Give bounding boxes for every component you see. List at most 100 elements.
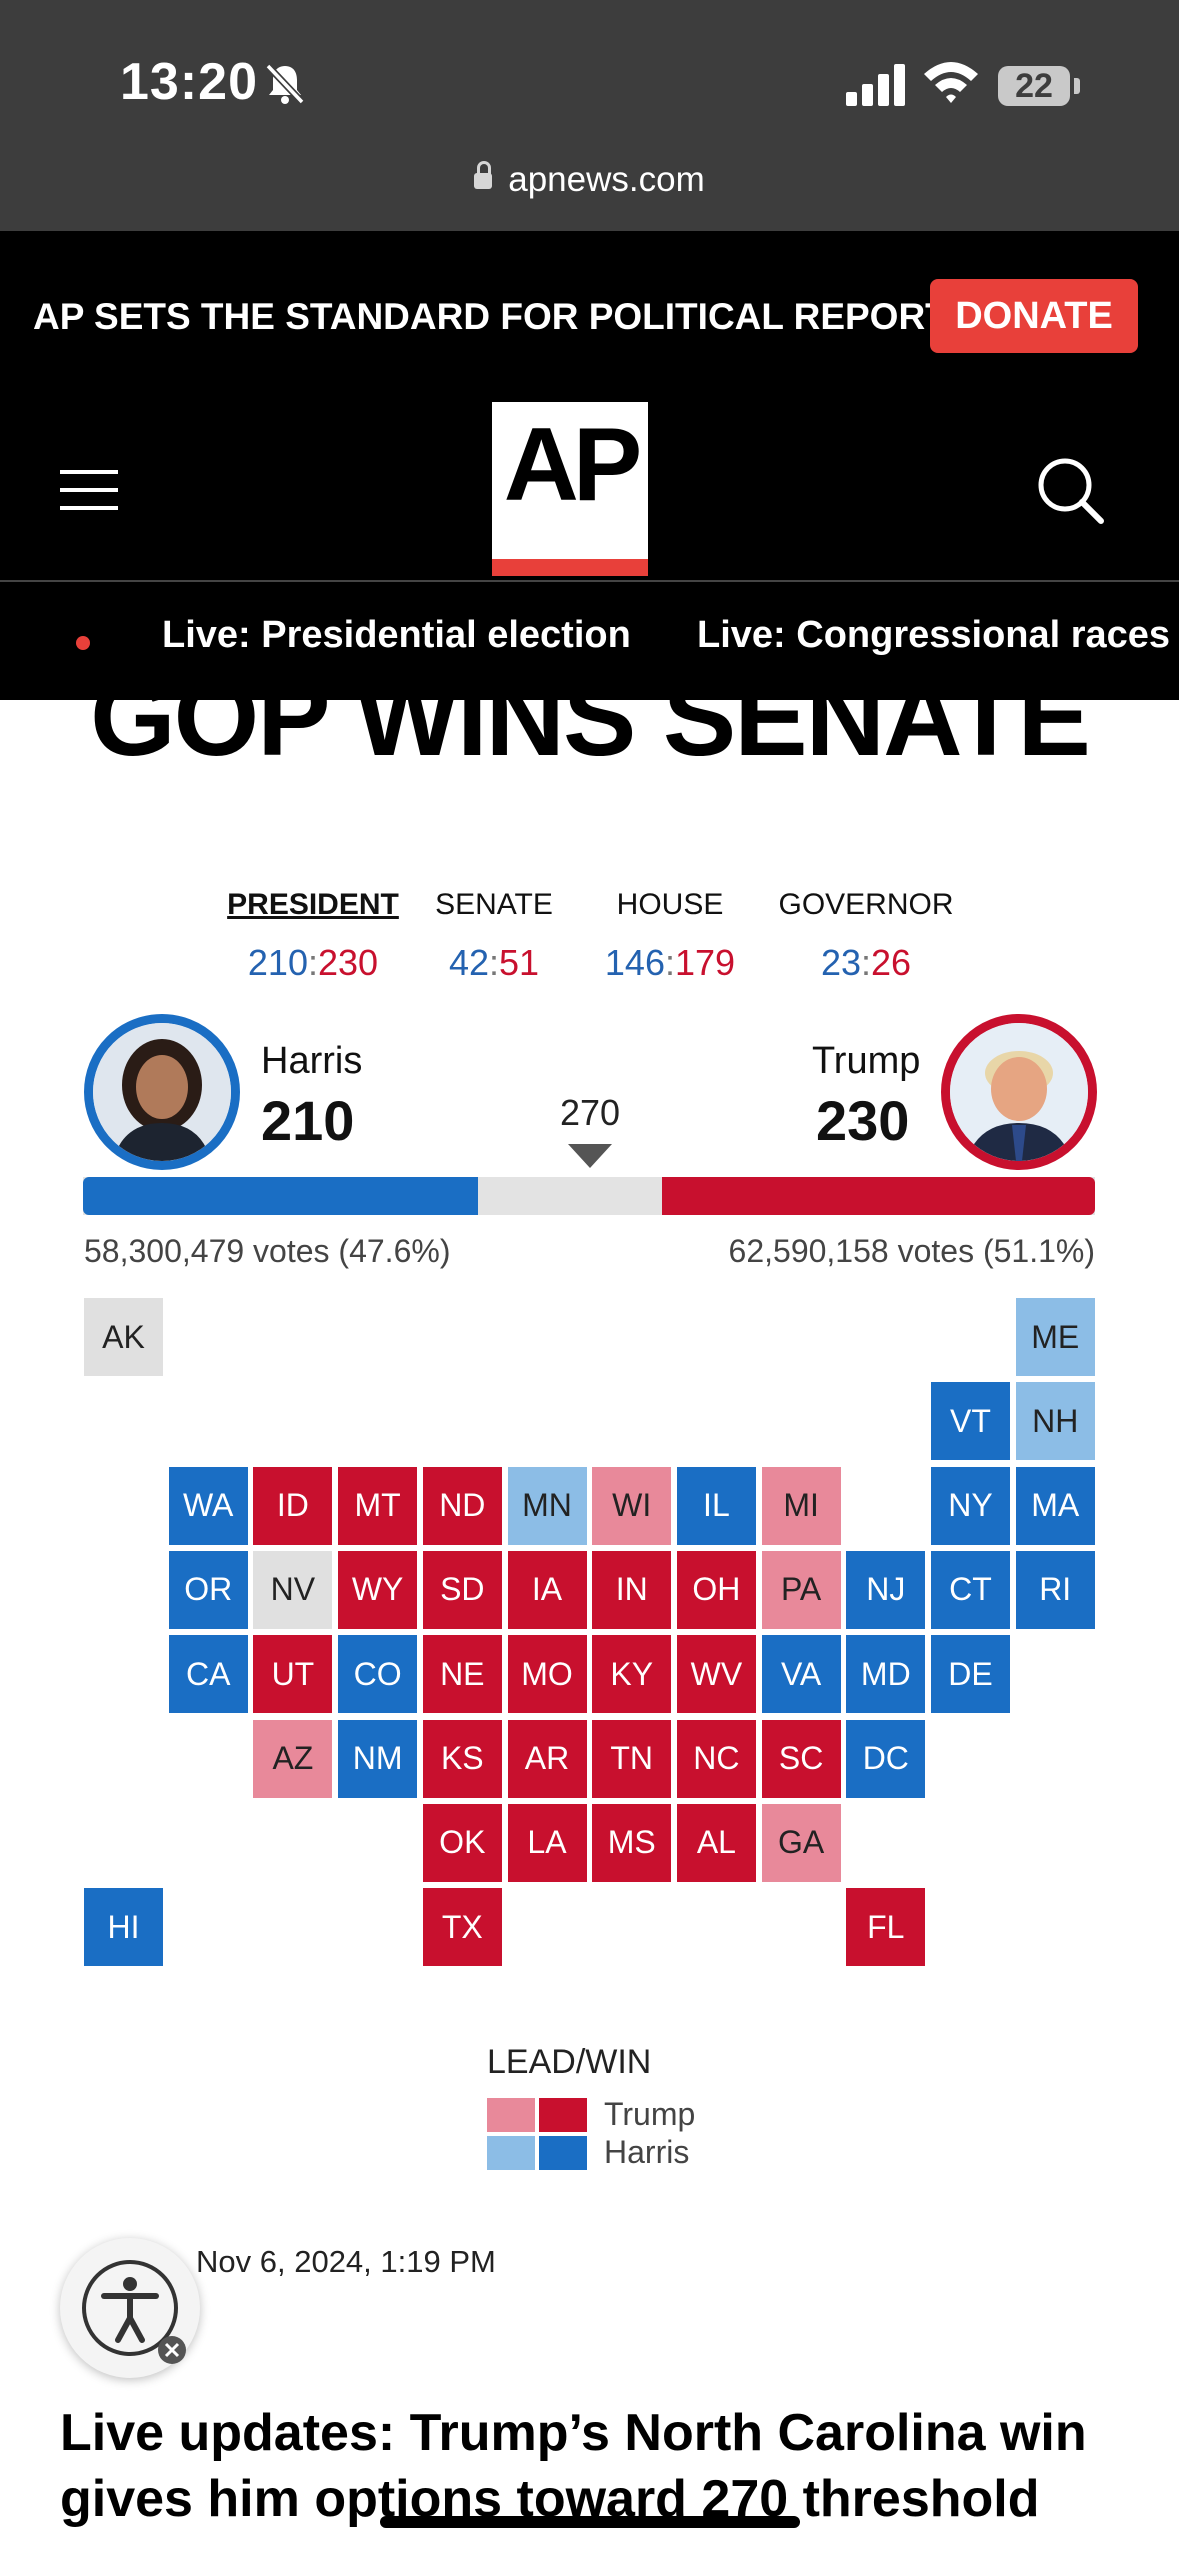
headline-container: GOP WINS SENATE [0, 700, 1179, 770]
threshold-label: 270 [559, 1092, 621, 1133]
tab-president[interactable]: PRESIDENT 210:230 [213, 888, 413, 984]
state-tile-ma[interactable]: MA [1015, 1466, 1095, 1545]
state-tile-dc[interactable]: DC [846, 1719, 926, 1798]
state-tile-ak[interactable]: AK [84, 1298, 163, 1376]
state-tile-or[interactable]: OR [168, 1550, 248, 1629]
tab-label: PRESIDENT [227, 888, 399, 921]
state-tile-ia[interactable]: IA [507, 1550, 587, 1629]
search-icon[interactable] [1035, 455, 1105, 525]
state-tile-mt[interactable]: MT [338, 1466, 418, 1545]
ap-logo-bar [492, 559, 648, 576]
promo-text: AP SETS THE STANDARD FOR POLITICAL REPOR… [33, 296, 1024, 337]
updated-timestamp: Nov 6, 2024, 1:19 PM [196, 2244, 496, 2279]
home-indicator [380, 2516, 800, 2528]
menu-icon[interactable] [60, 470, 118, 510]
state-tile-hi[interactable]: HI [84, 1888, 163, 1967]
electoral-bar-trump [662, 1177, 1095, 1215]
tab-governor[interactable]: GOVERNOR 23:26 [766, 888, 966, 984]
tab-score: 210:230 [247, 942, 379, 983]
state-tile-wi[interactable]: WI [592, 1466, 672, 1545]
wifi-icon [924, 62, 978, 103]
state-tile-tx[interactable]: TX [422, 1888, 502, 1967]
harris-electoral-votes: 210 [261, 1089, 355, 1152]
state-tile-wa[interactable]: WA [168, 1466, 248, 1545]
state-tile-me[interactable]: ME [1015, 1298, 1095, 1376]
live-dot-icon [76, 636, 90, 650]
live-link-congressional[interactable]: Live: Congressional races [697, 614, 1171, 656]
state-tile-oh[interactable]: OH [676, 1550, 756, 1629]
state-tile-nm[interactable]: NM [338, 1719, 418, 1798]
harris-name: Harris [261, 1040, 363, 1082]
state-tile-wv[interactable]: WV [676, 1635, 756, 1714]
signal-icon [846, 62, 906, 106]
state-tile-va[interactable]: VA [761, 1635, 841, 1714]
live-link-presidential[interactable]: Live: Presidential election [162, 614, 631, 656]
state-tile-az[interactable]: AZ [253, 1719, 333, 1798]
state-tile-ut[interactable]: UT [253, 1635, 333, 1714]
ap-logo-text: AP [503, 407, 642, 523]
state-tile-pa[interactable]: PA [761, 1550, 841, 1629]
state-tile-sd[interactable]: SD [422, 1550, 502, 1629]
legend-title: LEAD/WIN [487, 2043, 652, 2081]
tab-house[interactable]: HOUSE 146:179 [570, 888, 770, 984]
electoral-bar-harris [83, 1177, 479, 1215]
lock-icon [474, 161, 493, 189]
state-tile-la[interactable]: LA [507, 1803, 587, 1882]
state-tile-md[interactable]: MD [846, 1635, 926, 1714]
state-tile-nc[interactable]: NC [676, 1719, 756, 1798]
bell-slash-icon [265, 63, 305, 105]
battery-icon: 22 [998, 66, 1070, 106]
state-tile-tn[interactable]: TN [592, 1719, 672, 1798]
state-tile-ga[interactable]: GA [761, 1803, 841, 1882]
trump-electoral-votes: 230 [816, 1089, 910, 1152]
state-tile-co[interactable]: CO [338, 1635, 418, 1714]
state-tile-ms[interactable]: MS [592, 1803, 672, 1882]
donate-button[interactable]: DONATE [930, 279, 1138, 353]
state-tile-ct[interactable]: CT [931, 1550, 1010, 1629]
legend-swatch-harris-lead [487, 2136, 535, 2170]
legend-label-harris: Harris [604, 2134, 690, 2170]
state-tile-ky[interactable]: KY [592, 1635, 672, 1714]
tab-senate[interactable]: SENATE 42:51 [394, 888, 594, 984]
ap-logo[interactable]: AP [492, 402, 648, 576]
state-tile-al[interactable]: AL [676, 1803, 756, 1882]
state-tile-id[interactable]: ID [253, 1466, 333, 1545]
state-tile-ri[interactable]: RI [1015, 1550, 1095, 1629]
accessibility-button[interactable] [60, 2238, 200, 2378]
state-tile-ca[interactable]: CA [168, 1635, 248, 1714]
legend-swatch-trump-lead [487, 2098, 535, 2132]
harris-popular-vote: 58,300,479 votes (47.6%) [84, 1233, 451, 1269]
state-tile-ar[interactable]: AR [507, 1719, 587, 1798]
tab-label: SENATE [435, 888, 553, 921]
tab-score: 146:179 [604, 942, 736, 983]
state-tile-ok[interactable]: OK [422, 1803, 502, 1882]
state-tile-sc[interactable]: SC [761, 1719, 841, 1798]
tab-label: HOUSE [616, 888, 724, 921]
state-tile-ny[interactable]: NY [931, 1466, 1010, 1545]
state-tile-ks[interactable]: KS [422, 1719, 502, 1798]
tab-score: 42:51 [448, 942, 540, 983]
state-tile-il[interactable]: IL [676, 1466, 756, 1545]
state-tile-de[interactable]: DE [931, 1635, 1010, 1714]
tab-score: 23:26 [820, 942, 912, 983]
article-title[interactable]: Live updates: Trump’s North Carolina win… [60, 2404, 1087, 2528]
state-tile-mo[interactable]: MO [507, 1635, 587, 1714]
state-tile-wy[interactable]: WY [338, 1550, 418, 1629]
address-bar[interactable]: apnews.com [0, 160, 1179, 200]
state-tile-fl[interactable]: FL [846, 1888, 926, 1967]
state-tile-ne[interactable]: NE [422, 1635, 502, 1714]
state-tile-nh[interactable]: NH [1015, 1382, 1095, 1461]
state-tile-mn[interactable]: MN [507, 1466, 587, 1545]
legend-label-trump: Trump [604, 2096, 696, 2132]
trump-avatar [941, 1014, 1097, 1170]
triangle-down-icon [568, 1144, 612, 1168]
state-tile-nj[interactable]: NJ [846, 1550, 926, 1629]
legend-swatch-trump-win [539, 2098, 587, 2132]
state-tile-nv[interactable]: NV [253, 1550, 333, 1629]
state-tile-nd[interactable]: ND [422, 1466, 502, 1545]
state-tile-in[interactable]: IN [592, 1550, 672, 1629]
state-tile-mi[interactable]: MI [761, 1466, 841, 1545]
headline: GOP WINS SENATE [90, 700, 1091, 770]
legend-swatch-harris-win [539, 2136, 587, 2170]
state-tile-vt[interactable]: VT [931, 1382, 1010, 1461]
